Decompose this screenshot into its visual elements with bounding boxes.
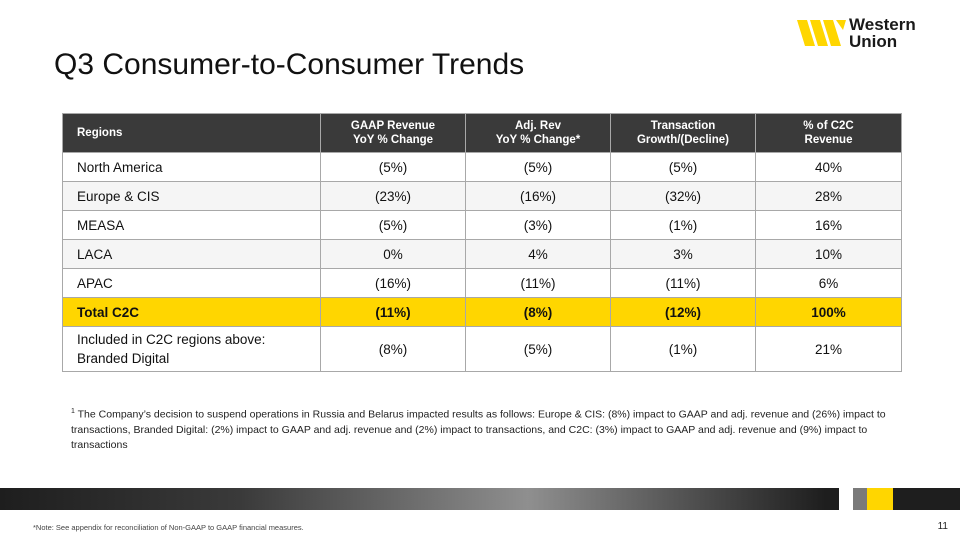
gaap-cell: (16%) [320, 268, 466, 298]
gaap-cell: (11%) [320, 297, 466, 327]
adj-cell: (5%) [465, 326, 611, 372]
adj-cell: (3%) [465, 210, 611, 240]
gaap-cell: (5%) [320, 210, 466, 240]
region-cell: MEASA [62, 210, 321, 240]
band-accent-gray [853, 488, 867, 510]
txn-cell: (32%) [610, 181, 756, 211]
region-cell: North America [62, 152, 321, 182]
logo-wordmark: Western Union [849, 16, 916, 50]
table-header-row: Regions GAAP Revenue YoY % Change Adj. R… [62, 113, 902, 153]
adj-cell: (8%) [465, 297, 611, 327]
header-adj-line2: YoY % Change* [495, 134, 581, 146]
total-c2c-row: Total C2C (11%) (8%) (12%) 100% [62, 297, 902, 327]
pct-cell: 21% [755, 326, 902, 372]
header-regions: Regions [62, 113, 321, 153]
pct-cell: 6% [755, 268, 902, 298]
region-cell: Total C2C [62, 297, 321, 327]
branded-digital-row: Included in C2C regions above: Branded D… [62, 326, 902, 372]
txn-cell: (1%) [610, 326, 756, 372]
adj-cell: 4% [465, 239, 611, 269]
adj-cell: (11%) [465, 268, 611, 298]
table-row: Europe & CIS (23%) (16%) (32%) 28% [62, 181, 902, 211]
header-pct-line1: % of C2C [803, 120, 854, 132]
page-number: 11 [937, 521, 948, 532]
gaap-cell: (5%) [320, 152, 466, 182]
pct-cell: 10% [755, 239, 902, 269]
region-cell: LACA [62, 239, 321, 269]
pct-cell: 16% [755, 210, 902, 240]
txn-cell: (5%) [610, 152, 756, 182]
region-cell: Europe & CIS [62, 181, 321, 211]
txn-cell: (1%) [610, 210, 756, 240]
logo-line-1: Western [849, 15, 916, 34]
western-union-logo-mark-icon [797, 20, 846, 46]
header-gaap-line1: GAAP Revenue [350, 120, 436, 132]
gaap-cell: (23%) [320, 181, 466, 211]
txn-cell: (11%) [610, 268, 756, 298]
header-gaap-revenue: GAAP Revenue YoY % Change [320, 113, 466, 153]
gaap-cell: 0% [320, 239, 466, 269]
header-pct-c2c-revenue: % of C2C Revenue [755, 113, 902, 153]
pct-cell: 100% [755, 297, 902, 327]
table-row: North America (5%) (5%) (5%) 40% [62, 152, 902, 182]
adj-cell: (16%) [465, 181, 611, 211]
logo-line-2: Union [849, 32, 898, 51]
c2c-trends-table: Regions GAAP Revenue YoY % Change Adj. R… [62, 113, 902, 372]
header-gaap-line2: YoY % Change [352, 134, 434, 146]
gaap-cell: (8%) [320, 326, 466, 372]
header-transaction-growth: Transaction Growth/(Decline) [610, 113, 756, 153]
band-accent-white [839, 488, 853, 510]
slide-title: Q3 Consumer-to-Consumer Trends [54, 48, 525, 81]
table-row: APAC (16%) (11%) (11%) 6% [62, 268, 902, 298]
table-row: LACA 0% 4% 3% 10% [62, 239, 902, 269]
header-adj-line1: Adj. Rev [514, 120, 561, 132]
adj-cell: (5%) [465, 152, 611, 182]
header-pct-line2: Revenue [804, 134, 853, 146]
western-union-logo: Western Union [797, 14, 927, 54]
decorative-band [0, 488, 960, 510]
header-adj-revenue: Adj. Rev YoY % Change* [465, 113, 611, 153]
pct-cell: 40% [755, 152, 902, 182]
branded-region-line2: Branded Digital [77, 351, 170, 366]
non-gaap-note: *Note: See appendix for reconciliation o… [33, 523, 304, 532]
region-cell: Included in C2C regions above: Branded D… [62, 326, 321, 372]
branded-region-line1: Included in C2C regions above: [77, 332, 266, 347]
footnote: 1 The Company’s decision to suspend oper… [71, 404, 891, 453]
band-accent-dark [893, 488, 960, 510]
footnote-marker: 1 [71, 408, 75, 415]
pct-cell: 28% [755, 181, 902, 211]
table-row: MEASA (5%) (3%) (1%) 16% [62, 210, 902, 240]
band-accent-yellow [867, 488, 893, 510]
header-txn-line1: Transaction [650, 120, 716, 132]
region-cell: APAC [62, 268, 321, 298]
header-txn-line2: Growth/(Decline) [636, 134, 729, 146]
footnote-text: The Company’s decision to suspend operat… [71, 408, 886, 451]
txn-cell: 3% [610, 239, 756, 269]
txn-cell: (12%) [610, 297, 756, 327]
